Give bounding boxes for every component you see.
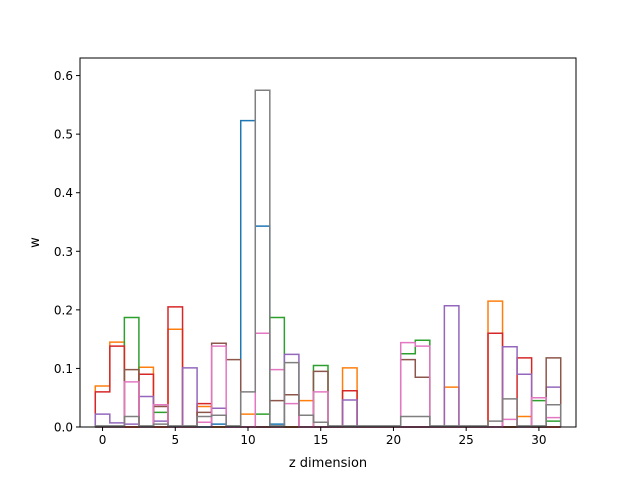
x-axis-label: z dimension [289,456,367,471]
series-line-7 [94,89,562,427]
x-tick-label: 15 [313,433,328,447]
y-tick-label: 0.2 [54,303,73,317]
y-tick-label: 0.4 [54,186,73,200]
series-layer [94,89,562,428]
x-tick-label: 5 [171,433,179,447]
x-tick-label: 20 [386,433,401,447]
x-tick-label: 30 [531,433,546,447]
y-tick-label: 0.3 [54,245,73,259]
series-line-6 [95,332,562,428]
y-axis: 0.0 0.1 0.2 0.3 0.4 0.5 0.6 [54,69,80,435]
axes-frame [79,57,577,428]
x-tick-label: 25 [459,433,474,447]
x-axis: 0 5 10 15 20 25 30 [99,427,547,447]
x-tick-label: 0 [99,433,107,447]
y-tick-label: 0.0 [54,421,73,435]
y-tick-label: 0.5 [54,128,73,142]
y-tick-label: 0.6 [54,69,73,83]
y-axis-label: w [28,237,43,248]
y-tick-label: 0.1 [54,362,73,376]
x-tick-label: 10 [240,433,255,447]
